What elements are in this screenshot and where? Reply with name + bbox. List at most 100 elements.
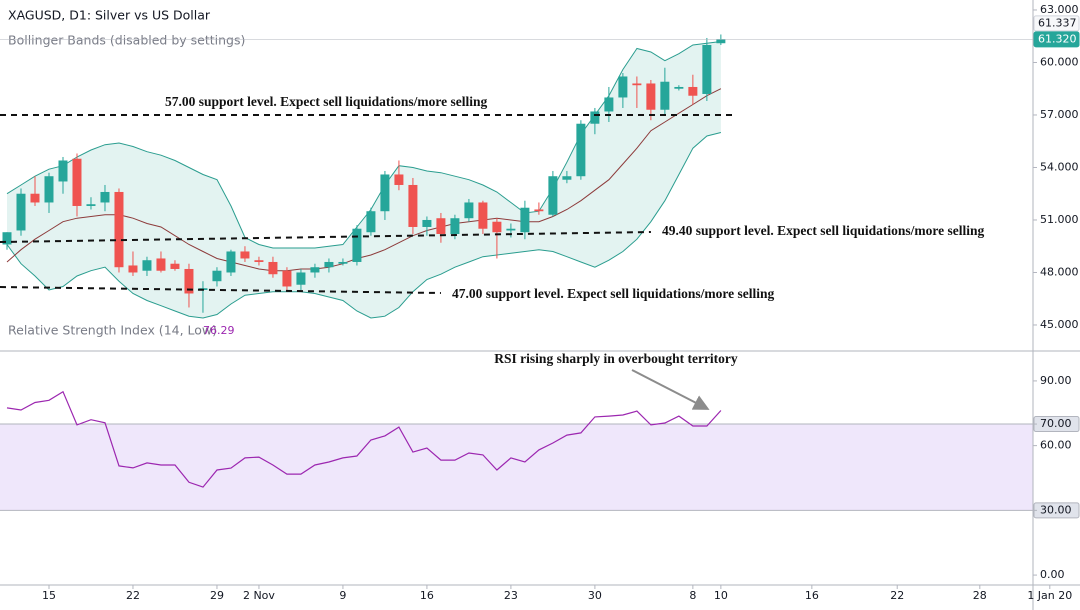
bollinger-fill xyxy=(7,41,721,318)
rsi-annotation: RSI rising sharply in overbought territo… xyxy=(494,351,738,366)
chart-title: XAGUSD, D1: Silver vs US Dollar xyxy=(8,8,211,23)
candle-body xyxy=(702,44,712,94)
x-tick-label: 30 xyxy=(588,589,602,602)
x-tick-label: 2 Nov xyxy=(243,589,275,602)
candle-body xyxy=(352,228,362,262)
y-tick-label: 54.000 xyxy=(1040,160,1079,173)
candle-body xyxy=(156,258,166,271)
bollinger-middle xyxy=(6,88,722,272)
overbought-band xyxy=(0,424,1033,511)
candle-body xyxy=(646,83,656,110)
y-tick-label: 48.000 xyxy=(1040,265,1079,278)
candle-body xyxy=(16,193,26,231)
y-tick-label: 60.000 xyxy=(1040,55,1079,68)
rsi-title: Relative Strength Index (14, Low) xyxy=(8,323,217,338)
x-tick-label: 8 xyxy=(689,589,696,602)
candle-body xyxy=(44,176,54,203)
x-tick-label: 23 xyxy=(504,589,518,602)
candle-body xyxy=(254,260,264,262)
indicator-title: Bollinger Bands (disabled by settings) xyxy=(8,33,245,48)
candle-body xyxy=(520,207,530,233)
price-tag xyxy=(1033,31,1080,48)
candle-body xyxy=(212,270,222,282)
x-tick-label: 16 xyxy=(420,589,434,602)
x-tick-label: 9 xyxy=(339,589,346,602)
y-tick-label: 45.000 xyxy=(1040,318,1079,331)
candle-body xyxy=(170,263,180,269)
annotation-arrow xyxy=(631,369,710,410)
candle-body xyxy=(226,251,236,273)
candle-body xyxy=(590,111,600,124)
y-tick-label: 70.00 xyxy=(1040,417,1072,430)
x-tick-label: 15 xyxy=(42,589,56,602)
y-tick-label: 30.00 xyxy=(1040,503,1072,516)
candle-body xyxy=(282,270,292,287)
candle-body xyxy=(576,123,586,177)
x-tick-label: 28 xyxy=(973,589,987,602)
candle-body xyxy=(380,174,390,212)
candle-body xyxy=(408,184,418,227)
y-tick-label: 60.00 xyxy=(1040,439,1072,452)
candle-body xyxy=(100,191,110,203)
candle-body xyxy=(688,86,698,96)
x-tick-label: 29 xyxy=(210,589,224,602)
candle-body xyxy=(58,160,68,182)
candle-body xyxy=(674,86,684,89)
candle-body xyxy=(338,261,348,264)
candle-body xyxy=(422,219,432,227)
y-tick-label: 0.00 xyxy=(1040,568,1065,581)
x-tick-label: 16 xyxy=(805,589,819,602)
rsi-line xyxy=(6,390,722,488)
candle-body xyxy=(366,211,376,233)
y-tick-label: 57.000 xyxy=(1040,108,1079,121)
candle-body xyxy=(562,176,572,180)
candle-body xyxy=(2,232,12,245)
candle-body xyxy=(660,81,670,110)
candle-body xyxy=(30,193,40,203)
candle-body xyxy=(534,209,544,212)
candle-body xyxy=(268,261,278,275)
candle-body xyxy=(478,202,488,229)
x-tick-label: 10 xyxy=(714,589,728,602)
candle-body xyxy=(114,191,124,268)
price-tag-label: 61.337 xyxy=(1038,16,1077,29)
candle-body xyxy=(716,39,726,44)
x-tick-label: 1 Jan 20 xyxy=(1027,589,1072,602)
support-level-label: 57.00 support level. Expect sell liquida… xyxy=(165,94,488,109)
candle-body xyxy=(464,202,474,219)
y-tick-label: 90.00 xyxy=(1040,374,1072,387)
candle-body xyxy=(296,272,306,285)
candle-body xyxy=(604,97,614,112)
bollinger-lower xyxy=(6,132,722,319)
candle-body xyxy=(86,204,96,206)
plot-layer: 57.00 support level. Expect sell liquida… xyxy=(0,34,1033,511)
support-level-label: 47.00 support level. Expect sell liquida… xyxy=(452,286,775,301)
support-level-line xyxy=(0,231,651,243)
candle-body xyxy=(394,174,404,185)
candle-body xyxy=(436,218,446,234)
candle-body xyxy=(240,251,250,259)
candle-body xyxy=(310,267,320,273)
x-tick-label: 22 xyxy=(890,589,904,602)
candle-body xyxy=(72,158,82,206)
candle-body xyxy=(632,83,642,86)
candle-body xyxy=(128,265,138,273)
candle-body xyxy=(324,261,334,268)
y-tick-label: 63.000 xyxy=(1040,3,1079,16)
candle-body xyxy=(618,76,628,98)
x-tick-label: 22 xyxy=(126,589,140,602)
support-level-line xyxy=(0,286,441,294)
candle-body xyxy=(506,228,516,231)
bollinger-upper xyxy=(6,41,721,249)
candle-body xyxy=(450,218,460,234)
price-tag xyxy=(1033,15,1080,32)
candle-body xyxy=(548,176,558,215)
price-tag-label: 61.320 xyxy=(1038,32,1077,45)
candle-body xyxy=(142,260,152,271)
y-tick-label: 51.000 xyxy=(1040,213,1079,226)
support-level-label: 49.40 support level. Expect sell liquida… xyxy=(662,223,985,238)
candle-body xyxy=(492,221,502,233)
candle-body xyxy=(184,268,194,294)
rsi-value: 76.29 xyxy=(203,324,235,337)
